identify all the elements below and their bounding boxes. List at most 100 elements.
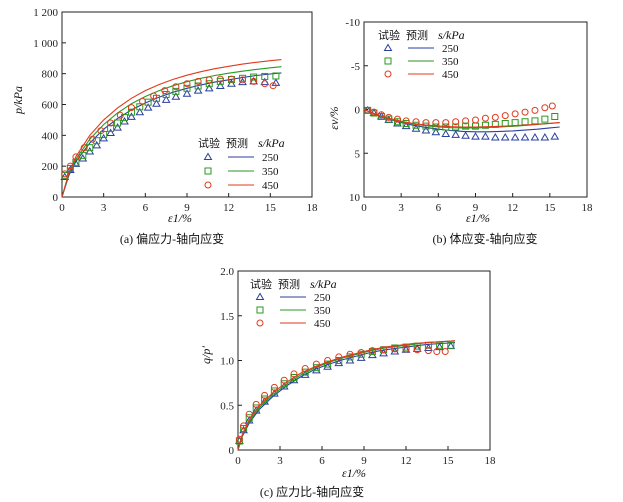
y-axis-label: εv/% xyxy=(327,106,341,129)
test-point-250 xyxy=(446,341,456,350)
prediction-line-450 xyxy=(363,108,560,128)
x-tick-label: 15 xyxy=(544,202,556,214)
legend-marker-250 xyxy=(383,43,393,51)
test-point-250 xyxy=(451,130,461,138)
test-point-250 xyxy=(393,119,402,127)
x-tick-label: 6 xyxy=(143,202,149,214)
test-point-450 xyxy=(501,112,509,120)
test-point-350 xyxy=(114,119,122,127)
test-point-350 xyxy=(121,114,128,122)
test-point-350 xyxy=(93,137,101,145)
y-tick-label: 800 xyxy=(42,69,59,81)
test-point-450 xyxy=(72,153,80,161)
test-point-450 xyxy=(183,80,191,88)
test-point-450 xyxy=(380,346,388,354)
test-point-450 xyxy=(432,119,440,127)
test-point-450 xyxy=(139,97,147,105)
test-point-450 xyxy=(172,83,180,91)
legend-header-test: 试验 xyxy=(250,277,272,291)
test-point-250 xyxy=(182,89,192,97)
test-point-450 xyxy=(194,77,202,85)
test-point-350 xyxy=(172,87,180,95)
test-point-450 xyxy=(424,347,432,355)
legend-header-unit: s/kPa xyxy=(438,28,465,42)
test-point-450 xyxy=(250,77,258,85)
test-point-350 xyxy=(162,90,170,98)
test-point-450 xyxy=(368,347,376,355)
test-point-350 xyxy=(216,77,224,85)
test-point-250 xyxy=(215,81,225,89)
x-tick-label: 3 xyxy=(398,202,404,214)
x-tick-label: 15 xyxy=(443,455,455,467)
y-tick-label: 1 000 xyxy=(33,38,58,50)
test-point-450 xyxy=(245,410,253,418)
x-tick-label: 9 xyxy=(361,455,367,467)
test-point-450 xyxy=(441,348,449,356)
test-point-250 xyxy=(204,83,214,92)
legend-header-unit: s/kPa xyxy=(258,136,285,150)
test-point-250 xyxy=(334,358,344,367)
prediction-line-250 xyxy=(363,108,560,133)
test-point-350 xyxy=(402,120,410,127)
test-point-350 xyxy=(393,118,401,126)
test-point-250 xyxy=(244,415,254,424)
test-point-450 xyxy=(346,350,354,358)
test-point-350 xyxy=(551,113,559,120)
prediction-line-350 xyxy=(61,66,282,198)
legend-label-350: 350 xyxy=(442,56,459,68)
test-point-450 xyxy=(290,370,298,378)
legend-header-pred: 预测 xyxy=(406,29,428,42)
y-tick-label: 0 xyxy=(53,192,59,204)
prediction-line-450 xyxy=(61,59,282,198)
panel-caption: (b) 体应变-轴向应变 xyxy=(433,231,538,246)
test-point-450 xyxy=(280,376,288,384)
panel-b: 0 3 6 9 12 15 18 -10 -5 0 5 10 ε1/% εv/% (b) 体应变-轴向应变 试… xyxy=(327,17,593,246)
test-point-450 xyxy=(97,127,105,135)
test-point-450 xyxy=(116,111,124,119)
test-point-250 xyxy=(490,133,500,141)
y-axis-label: p/kPa xyxy=(11,86,25,115)
test-point-350 xyxy=(205,80,213,88)
test-point-450 xyxy=(462,117,470,125)
legend-marker-450 xyxy=(384,70,392,78)
legend-marker-350 xyxy=(204,167,212,175)
test-point-350 xyxy=(261,72,269,80)
test-point-250 xyxy=(312,365,321,374)
test-point-350 xyxy=(183,84,191,92)
test-point-450 xyxy=(391,345,399,353)
test-point-450 xyxy=(491,113,499,121)
test-point-250 xyxy=(441,129,451,137)
test-point-450 xyxy=(442,119,450,127)
test-point-250 xyxy=(421,126,431,134)
x-tick-label: 12 xyxy=(507,202,518,214)
test-point-350 xyxy=(491,120,499,128)
x-tick-label: 9 xyxy=(184,202,190,214)
x-axis-label: ε1/% xyxy=(466,211,490,225)
test-point-450 xyxy=(161,87,169,95)
panel-c: 0 3 6 9 12 15 18 0 0.5 1.0 1.5 2.0 ε1/% q/p′ (c) 应力比-轴… xyxy=(199,266,496,499)
x-tick-label: 6 xyxy=(436,202,442,214)
legend-header-pred: 预测 xyxy=(226,137,248,150)
y-tick-label: 10 xyxy=(349,192,361,204)
test-point-450 xyxy=(377,111,385,119)
test-point-450 xyxy=(205,76,213,84)
y-tick-label: 0 xyxy=(229,445,235,457)
x-axis-label: ε1/% xyxy=(168,211,192,225)
x-tick-label: 12 xyxy=(401,455,412,467)
test-point-450 xyxy=(511,110,519,118)
legend-marker-450 xyxy=(204,181,212,189)
test-point-350 xyxy=(272,72,280,80)
test-point-450 xyxy=(402,117,410,125)
test-point-350 xyxy=(346,353,354,361)
test-point-450 xyxy=(89,135,97,143)
test-point-450 xyxy=(412,118,420,126)
x-tick-label: 3 xyxy=(277,455,283,467)
test-point-450 xyxy=(393,115,401,123)
test-point-350 xyxy=(280,380,288,388)
test-point-450 xyxy=(521,108,529,116)
test-point-250 xyxy=(510,133,520,141)
test-point-250 xyxy=(289,375,299,384)
y-tick-label: 1 200 xyxy=(33,7,58,19)
